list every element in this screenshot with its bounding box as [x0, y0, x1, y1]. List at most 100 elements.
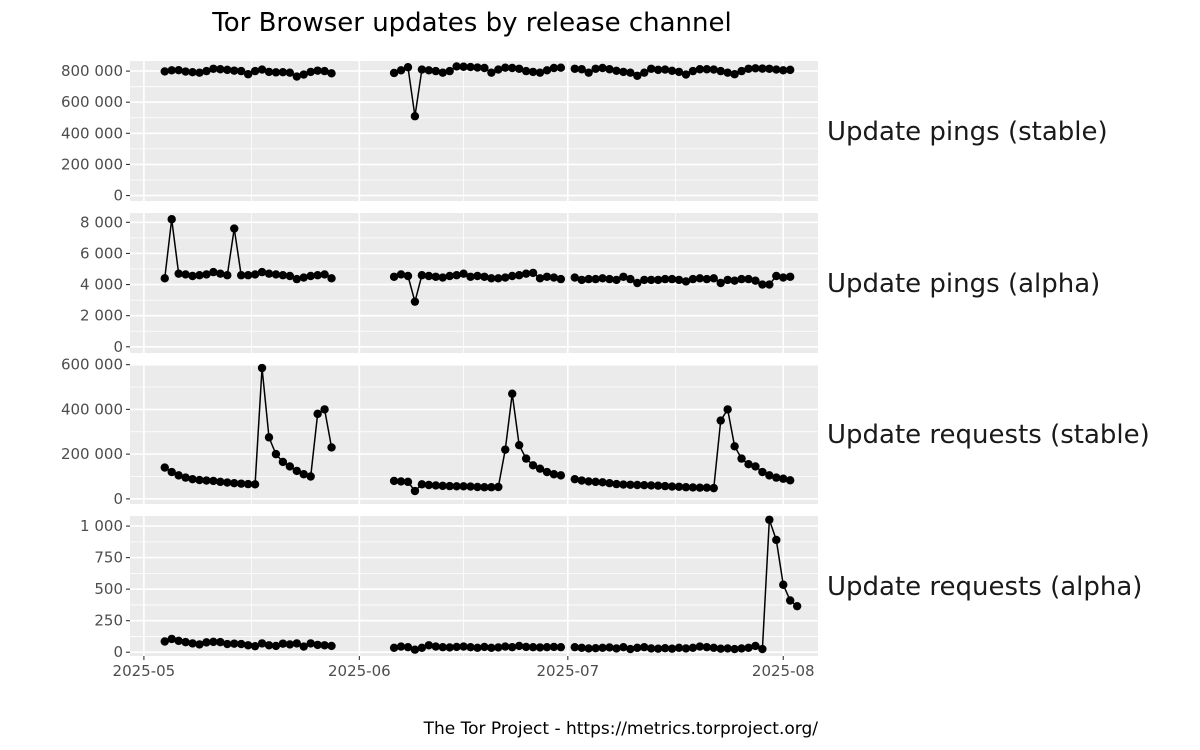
data-point	[737, 454, 746, 463]
data-point	[709, 65, 718, 74]
data-point	[202, 270, 211, 279]
data-point	[396, 66, 406, 75]
data-point	[250, 66, 260, 76]
data-point	[417, 65, 427, 74]
data-point	[403, 63, 413, 72]
data-point	[230, 479, 239, 488]
data-point	[299, 470, 308, 479]
data-point	[410, 486, 420, 496]
data-point	[786, 65, 795, 75]
data-point	[431, 66, 440, 76]
data-point	[681, 644, 691, 653]
data-point	[480, 272, 489, 281]
data-point	[271, 270, 281, 279]
data-point	[389, 476, 399, 486]
data-point	[174, 471, 183, 480]
data-point	[209, 476, 218, 486]
data-point	[542, 642, 552, 652]
data-point	[167, 467, 176, 477]
data-point	[542, 272, 552, 281]
data-point	[737, 644, 746, 653]
data-point	[236, 639, 246, 649]
data-point	[598, 478, 607, 487]
data-point	[660, 643, 670, 653]
data-point	[257, 267, 267, 277]
data-point	[521, 454, 531, 463]
data-point	[445, 481, 454, 491]
data-point	[605, 479, 614, 488]
data-point	[772, 473, 781, 482]
data-point	[250, 270, 260, 279]
data-point	[786, 476, 795, 485]
data-point	[591, 643, 600, 653]
data-point	[223, 271, 232, 280]
data-point	[681, 277, 691, 286]
data-point	[389, 643, 399, 652]
panel-background	[130, 61, 818, 201]
data-point	[647, 275, 656, 285]
data-point	[501, 63, 510, 72]
data-point	[730, 70, 739, 79]
data-point	[514, 271, 524, 280]
data-point	[389, 272, 399, 281]
data-point	[709, 643, 718, 652]
data-point	[577, 643, 586, 652]
data-point	[257, 65, 267, 74]
data-point	[514, 440, 524, 450]
data-point	[779, 66, 788, 75]
data-point	[466, 272, 475, 281]
data-point	[521, 66, 531, 76]
data-point	[549, 642, 559, 652]
data-point	[758, 644, 767, 654]
data-point	[549, 470, 559, 479]
panel-label: Update pings (alpha)	[827, 269, 1100, 299]
data-point	[327, 641, 336, 651]
data-point	[744, 459, 753, 469]
data-point	[459, 269, 468, 278]
data-point	[619, 67, 628, 77]
data-point	[619, 272, 628, 281]
data-point	[417, 643, 427, 652]
data-point	[688, 643, 698, 652]
data-point	[181, 67, 190, 76]
data-point	[480, 63, 489, 73]
data-point	[306, 639, 315, 648]
data-point	[772, 271, 781, 281]
data-point	[765, 280, 774, 289]
data-point	[653, 644, 663, 653]
data-point	[730, 644, 739, 654]
data-point	[466, 642, 475, 652]
data-point	[243, 479, 253, 489]
y-tick-label: 0	[113, 338, 123, 356]
data-point	[299, 273, 308, 282]
data-point	[396, 642, 406, 651]
data-point	[188, 68, 197, 77]
x-tick-label: 2025-06	[328, 662, 391, 680]
data-point	[640, 68, 649, 77]
data-point	[542, 467, 552, 477]
data-point	[556, 471, 566, 480]
chart-title: Tor Browser updates by release channel	[211, 8, 731, 38]
y-tick-label: 8 000	[80, 213, 123, 231]
data-point	[160, 274, 169, 283]
data-point	[633, 643, 642, 652]
data-point	[160, 637, 169, 646]
data-point	[313, 640, 322, 650]
y-tick-label: 600 000	[61, 356, 123, 374]
data-point	[285, 271, 295, 281]
data-point	[236, 66, 246, 76]
data-point	[417, 480, 427, 489]
panel-label: Update pings (stable)	[827, 117, 1108, 147]
data-point	[403, 271, 413, 281]
data-point	[410, 645, 420, 654]
data-point	[514, 641, 524, 651]
data-point	[765, 515, 774, 524]
y-tick-label: 750	[94, 549, 123, 567]
x-tick-label: 2025-07	[536, 662, 599, 680]
data-point	[779, 474, 788, 483]
data-point	[195, 271, 204, 280]
data-point	[452, 271, 461, 280]
data-point	[396, 270, 406, 279]
data-point	[508, 271, 517, 281]
data-point	[660, 274, 670, 284]
